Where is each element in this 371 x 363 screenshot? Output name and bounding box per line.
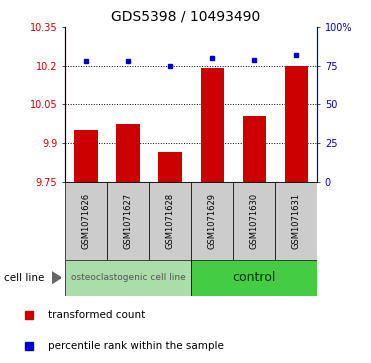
- Bar: [116, 124, 139, 182]
- Text: GSM1071627: GSM1071627: [124, 192, 132, 249]
- Bar: [65, 182, 107, 260]
- Bar: [191, 260, 317, 296]
- Bar: [107, 182, 149, 260]
- Text: GSM1071630: GSM1071630: [250, 192, 259, 249]
- Bar: [285, 66, 308, 182]
- Text: GSM1071628: GSM1071628: [165, 192, 174, 249]
- Text: transformed count: transformed count: [48, 310, 145, 320]
- Text: osteoclastogenic cell line: osteoclastogenic cell line: [70, 273, 186, 282]
- Text: GSM1071631: GSM1071631: [292, 192, 301, 249]
- Text: GSM1071626: GSM1071626: [82, 192, 91, 249]
- Bar: [275, 182, 317, 260]
- Bar: [243, 116, 266, 182]
- Text: GSM1071629: GSM1071629: [208, 192, 217, 249]
- Text: cell line: cell line: [4, 273, 44, 283]
- Text: control: control: [233, 271, 276, 284]
- Bar: [65, 260, 191, 296]
- Bar: [149, 182, 191, 260]
- Bar: [191, 182, 233, 260]
- Bar: [158, 152, 181, 182]
- Text: percentile rank within the sample: percentile rank within the sample: [48, 341, 224, 351]
- Polygon shape: [52, 272, 61, 284]
- Text: GDS5398 / 10493490: GDS5398 / 10493490: [111, 9, 260, 23]
- Bar: [74, 130, 98, 182]
- Bar: [200, 68, 224, 182]
- Bar: [233, 182, 275, 260]
